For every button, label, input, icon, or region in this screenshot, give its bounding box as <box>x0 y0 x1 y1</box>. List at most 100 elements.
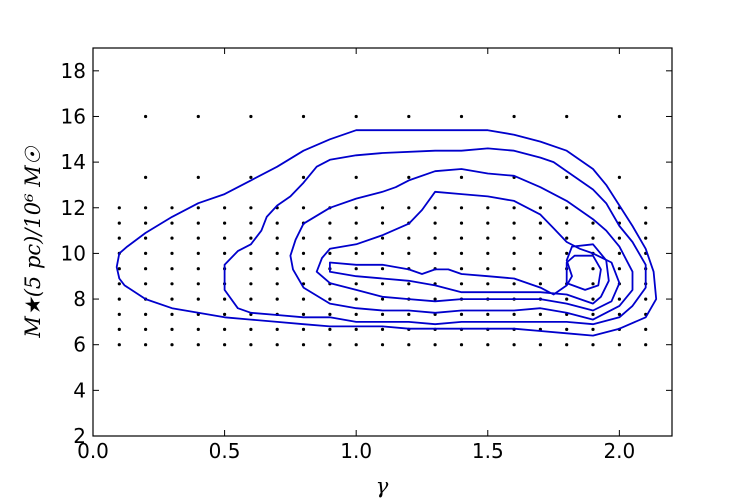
sample-point <box>223 251 227 255</box>
sample-point <box>538 236 543 240</box>
x-tick-label: 2.0 <box>603 439 635 463</box>
sample-point <box>223 343 227 347</box>
sample-point <box>144 175 148 179</box>
sample-point <box>617 312 622 316</box>
sample-point <box>644 343 648 347</box>
sample-point <box>591 236 595 240</box>
contour-line-level-2 <box>223 147 647 326</box>
sample-point <box>433 221 437 225</box>
sample-point <box>301 297 306 301</box>
contour-lines <box>115 129 658 337</box>
sample-point <box>144 327 148 331</box>
sample-point <box>591 206 595 210</box>
sample-point <box>301 343 306 347</box>
sample-point <box>459 206 464 210</box>
sample-point <box>144 251 148 255</box>
sample-point <box>380 297 385 301</box>
y-tick-label: 8 <box>73 287 86 311</box>
sample-point <box>275 251 279 255</box>
x-axis-label: γ <box>376 474 389 498</box>
sample-point <box>565 343 569 347</box>
sample-point <box>170 282 174 286</box>
sample-point <box>117 327 121 331</box>
sample-point <box>380 343 385 347</box>
sample-point <box>591 221 595 225</box>
x-tick-label: 0.5 <box>209 439 241 463</box>
sample-point <box>354 343 358 347</box>
sample-point <box>512 114 516 119</box>
sample-point <box>275 236 279 240</box>
sample-point <box>196 114 200 119</box>
x-tick-label: 1.0 <box>340 439 372 463</box>
sample-point <box>328 343 332 347</box>
sample-point <box>512 343 516 347</box>
sample-point <box>617 297 622 301</box>
sample-point <box>275 221 279 225</box>
sample-point <box>144 114 148 119</box>
sample-point <box>117 267 121 271</box>
sample-point <box>354 327 358 331</box>
sample-point <box>354 221 358 225</box>
sample-point <box>407 282 411 286</box>
contour-line-level-5 <box>329 243 610 305</box>
sample-point <box>407 236 411 240</box>
sample-point <box>617 236 622 240</box>
sample-point <box>512 312 516 316</box>
sample-point <box>380 236 385 240</box>
sample-point <box>407 343 411 347</box>
sample-point <box>196 206 200 210</box>
sample-point <box>170 343 174 347</box>
sample-point <box>538 206 543 210</box>
sample-point <box>486 221 490 225</box>
sample-point <box>617 114 622 119</box>
y-tick-label: 4 <box>73 378 86 402</box>
sample-point <box>433 206 437 210</box>
y-tick-label: 18 <box>61 59 86 83</box>
sample-point <box>565 251 569 255</box>
sample-point <box>275 327 279 331</box>
sample-point <box>486 251 490 255</box>
sample-point <box>275 297 279 301</box>
sample-point <box>117 221 121 225</box>
y-tick-label: 10 <box>61 241 86 265</box>
sample-point <box>249 114 253 119</box>
sample-point <box>591 343 595 347</box>
sample-point <box>275 343 279 347</box>
sample-point <box>117 236 121 240</box>
sample-point <box>328 327 332 331</box>
y-tick-label: 12 <box>61 196 86 220</box>
sample-point <box>144 221 148 225</box>
sample-point <box>249 221 253 225</box>
sample-point <box>380 206 385 210</box>
sample-point <box>565 175 569 179</box>
sample-point <box>249 251 253 255</box>
sample-point <box>144 206 148 210</box>
contour-line-level-1 <box>115 129 658 337</box>
sample-point <box>538 312 543 316</box>
sample-point <box>354 267 358 271</box>
sample-point <box>380 312 385 316</box>
sample-point <box>196 327 200 331</box>
sample-point <box>275 282 279 286</box>
sample-point <box>538 251 543 255</box>
sample-point <box>433 297 437 301</box>
sample-point <box>170 327 174 331</box>
sample-point <box>459 312 464 316</box>
sample-point <box>459 343 464 347</box>
sample-point <box>433 251 437 255</box>
sample-point <box>407 206 411 210</box>
sample-point <box>591 312 595 316</box>
sample-point <box>538 282 543 286</box>
sample-point <box>644 206 648 210</box>
sample-point <box>249 267 253 271</box>
sample-point <box>538 267 543 271</box>
sample-point <box>301 312 306 316</box>
sample-point <box>354 251 358 255</box>
sample-point <box>644 327 648 331</box>
contour-line-level-3 <box>289 168 634 321</box>
sample-point <box>301 267 306 271</box>
sample-point <box>301 236 306 240</box>
sample-point <box>196 282 200 286</box>
sample-point <box>275 267 279 271</box>
sample-point <box>249 236 253 240</box>
